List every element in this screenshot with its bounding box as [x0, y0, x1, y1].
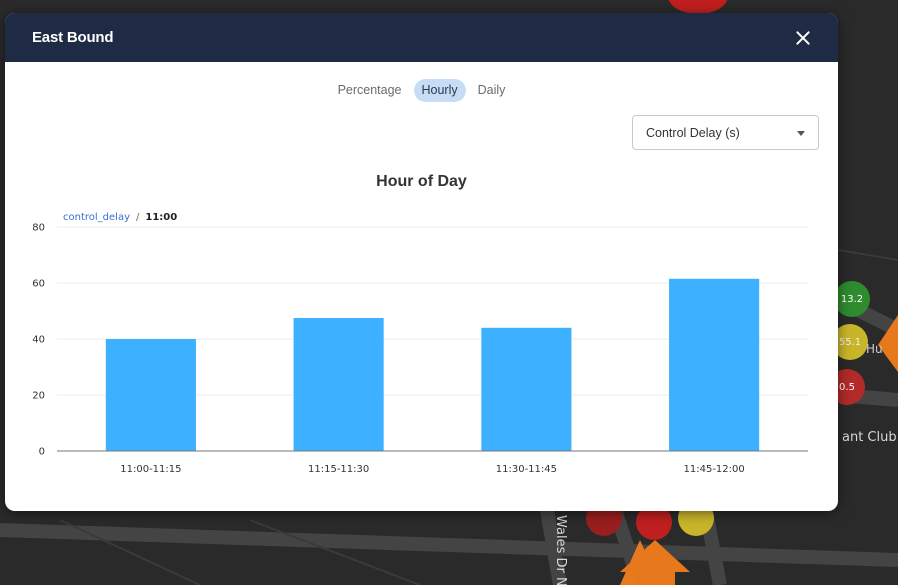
breadcrumb-separator: /	[136, 212, 140, 223]
modal-header: East Bound	[5, 13, 838, 62]
y-tick-label: 40	[32, 335, 45, 346]
tab-percentage[interactable]: Percentage	[337, 83, 402, 97]
x-tick-label: 11:30-11:45	[496, 464, 557, 475]
modal-title: East Bound	[32, 29, 114, 46]
map-signal-node[interactable]	[668, 0, 728, 14]
tab-hourly[interactable]: Hourly	[413, 79, 466, 102]
metric-select-value: Control Delay (s)	[646, 125, 740, 140]
map-signal-node[interactable]: 13.2	[834, 281, 870, 317]
map-road-label: Hu	[866, 342, 883, 356]
breadcrumb-current: 11:00	[145, 212, 178, 223]
chart-bar[interactable]	[481, 327, 572, 451]
metric-select[interactable]: Control Delay (s)	[632, 115, 819, 150]
breadcrumb-root-link[interactable]: control_delay	[63, 212, 130, 223]
x-tick-label: 11:15-11:30	[308, 464, 369, 475]
bar-chart: 0 20 40 60 80 11:00-11:15 11:15-11:30 11:30-11:…	[32, 223, 808, 475]
map-road-label: Wales Dr Nort	[553, 515, 568, 585]
close-icon[interactable]	[794, 29, 812, 47]
breadcrumb: control_delay / 11:00	[63, 212, 177, 223]
map-road-label: ant Club Rd	[842, 430, 898, 445]
chart-title: Hour of Day	[376, 173, 467, 190]
tab-daily[interactable]: Daily	[477, 83, 506, 97]
x-tick-label: 11:00-11:15	[120, 464, 181, 475]
chart-bar[interactable]	[293, 318, 384, 451]
east-bound-modal: East Bound Percentage Hourly Daily Contr…	[5, 13, 838, 511]
y-tick-label: 20	[32, 391, 45, 402]
y-tick-label: 60	[32, 279, 45, 290]
view-tabs: Percentage Hourly Daily	[5, 79, 838, 102]
x-tick-label: 11:45-12:00	[684, 464, 745, 475]
chart-bar[interactable]	[105, 339, 196, 451]
map-signal-node[interactable]: 55.1	[832, 324, 868, 360]
chart-bar[interactable]	[669, 278, 760, 451]
chevron-down-icon	[797, 131, 805, 136]
y-tick-label: 0	[39, 447, 45, 458]
y-tick-label: 80	[32, 223, 45, 234]
